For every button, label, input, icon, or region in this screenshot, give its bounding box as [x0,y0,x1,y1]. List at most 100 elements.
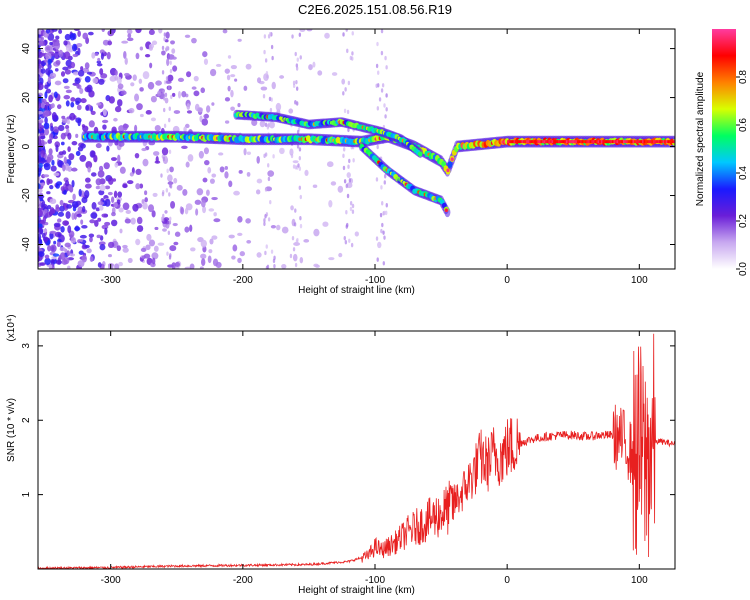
noise-speckle [129,172,134,177]
noise-speckle [64,51,71,60]
steady-tone-core [524,140,527,144]
noise-speckle [79,234,87,239]
noise-speckle [126,37,134,42]
noise-speckle [60,226,65,233]
y-tick-label: 3 [21,343,32,349]
spectrogram-x-axis: -300 -200 -100 0 100 [101,29,648,286]
noise-streak [290,153,294,159]
steady-tone-core [664,140,667,144]
noise-streak [385,210,388,216]
steady-tone-core [527,140,530,144]
noise-speckle [211,196,218,201]
noise-streak [384,114,387,119]
noise-streak [264,214,267,219]
noise-speckle [121,90,127,96]
noise-speckle [54,80,62,86]
noise-speckle [299,256,304,264]
y-tick-label: 1 [21,491,32,497]
steady-tone-core [610,140,613,144]
steady-tone-core [630,140,633,144]
noise-streak [383,235,386,240]
steady-tone-core [608,140,611,144]
noise-speckle [50,258,55,264]
noise-speckle [126,29,133,35]
noise-speckle [139,183,144,189]
noise-speckle [75,133,79,138]
noise-speckle [74,226,81,231]
noise-speckle [308,64,313,71]
noise-speckle [63,85,70,89]
steady-tone-core [589,140,592,144]
x-tick-label: 0 [504,275,510,286]
steady-tone-core [532,140,535,144]
noise-speckle [46,153,54,161]
noise-streak [348,158,351,164]
noise-streak [342,165,346,171]
noise-speckle [135,238,141,246]
noise-speckle [84,190,90,199]
noise-speckle [104,198,111,207]
noise-speckle [55,204,60,210]
steady-tone-core [538,140,541,144]
noise-streak [349,206,353,212]
noise-speckle [97,170,105,178]
noise-speckle [63,95,71,100]
noise-speckle [44,91,48,99]
noise-streak [375,177,379,182]
noise-speckle [144,190,148,196]
noise-speckle [44,116,48,124]
noise-speckle [56,181,63,186]
noise-speckle [317,70,323,76]
noise-speckle [38,122,42,128]
noise-speckle [76,42,83,48]
noise-streak [163,80,167,85]
noise-speckle [176,184,183,191]
noise-speckle [38,155,42,163]
steady-tone-core [594,140,597,144]
noise-speckle [303,239,310,243]
noise-speckle [328,257,335,261]
noise-speckle [293,242,301,246]
steady-tone-core [673,140,675,144]
noise-speckle [158,29,163,34]
noise-speckle [38,110,44,115]
noise-speckle [213,218,221,223]
noise-speckle [170,201,176,209]
noise-speckle [228,180,233,188]
noise-speckle [118,261,123,267]
noise-speckle [43,163,50,168]
noise-streak [168,192,171,197]
noise-speckle [153,245,159,252]
noise-speckle [186,110,193,114]
noise-speckle [64,163,70,171]
noise-speckle [313,228,320,237]
steady-tone-core [575,140,578,144]
noise-speckle [279,75,285,79]
noise-speckle [117,191,123,198]
noise-speckle [230,65,237,70]
noise-streak [292,247,296,252]
colorbar-tick-label: 0.2 [738,214,749,228]
noise-streak [162,213,165,219]
noise-speckle [135,29,142,34]
noise-streak [167,230,171,236]
steady-tone-core [562,140,565,144]
noise-streak [296,144,300,149]
noise-speckle [122,244,128,249]
noise-streak [165,45,169,51]
noise-speckle [260,86,268,91]
noise-speckle [68,185,73,191]
noise-streak [347,127,350,133]
noise-speckle [341,78,346,85]
noise-speckle [49,72,57,79]
noise-streak [163,107,166,113]
noise-streak [267,176,271,182]
noise-speckle [202,177,208,183]
noise-speckle [62,78,69,84]
noise-speckle [50,125,54,132]
noise-streak [161,45,165,51]
steady-tone-core [635,140,638,144]
noise-speckle [189,263,195,269]
noise-speckle [224,165,228,170]
noise-streak [298,185,302,190]
